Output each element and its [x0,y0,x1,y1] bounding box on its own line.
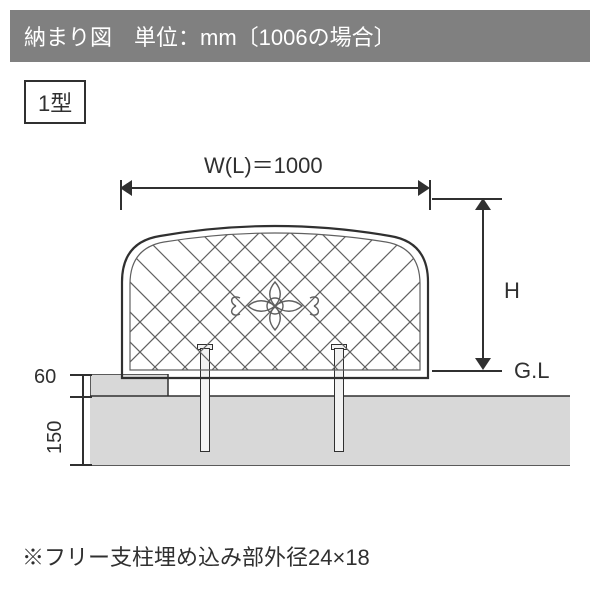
type-badge: 1型 [24,80,86,124]
dim-tick-150-bot [70,464,92,466]
fence-panel [120,192,430,452]
height-ext-line-top [432,198,502,200]
content-area: 1型 W(L)＝1000 [0,62,600,506]
width-dimension-label: W(L)＝1000 [204,148,323,180]
footnote-text: ※フリー支柱埋め込み部外径24×18 [22,545,370,570]
footnote: ※フリー支柱埋め込み部外径24×18 [22,540,370,572]
height-arrow-line [482,206,484,362]
type-badge-label: 1型 [38,91,72,116]
height-ext-line-bottom [432,370,502,372]
dim-tick-60-top [70,374,92,376]
height-dimension: H [444,198,534,378]
diagram-area: W(L)＝1000 [34,148,574,488]
left-dim-vline [82,374,84,466]
embed-depth-label: 150 [44,421,67,454]
arrow-head-down-icon [475,358,491,370]
height-dimension-label: H [504,278,520,304]
dim-tick-60-bot [70,396,92,398]
header-title: 納まり図 単位：mm〔1006の場合〕 [24,25,396,50]
header-bar: 納まり図 単位：mm〔1006の場合〕 [10,10,590,62]
ledge-height-label: 60 [34,366,56,389]
ground-level-label: G.L [514,358,549,384]
width-arrow-line [128,187,422,189]
